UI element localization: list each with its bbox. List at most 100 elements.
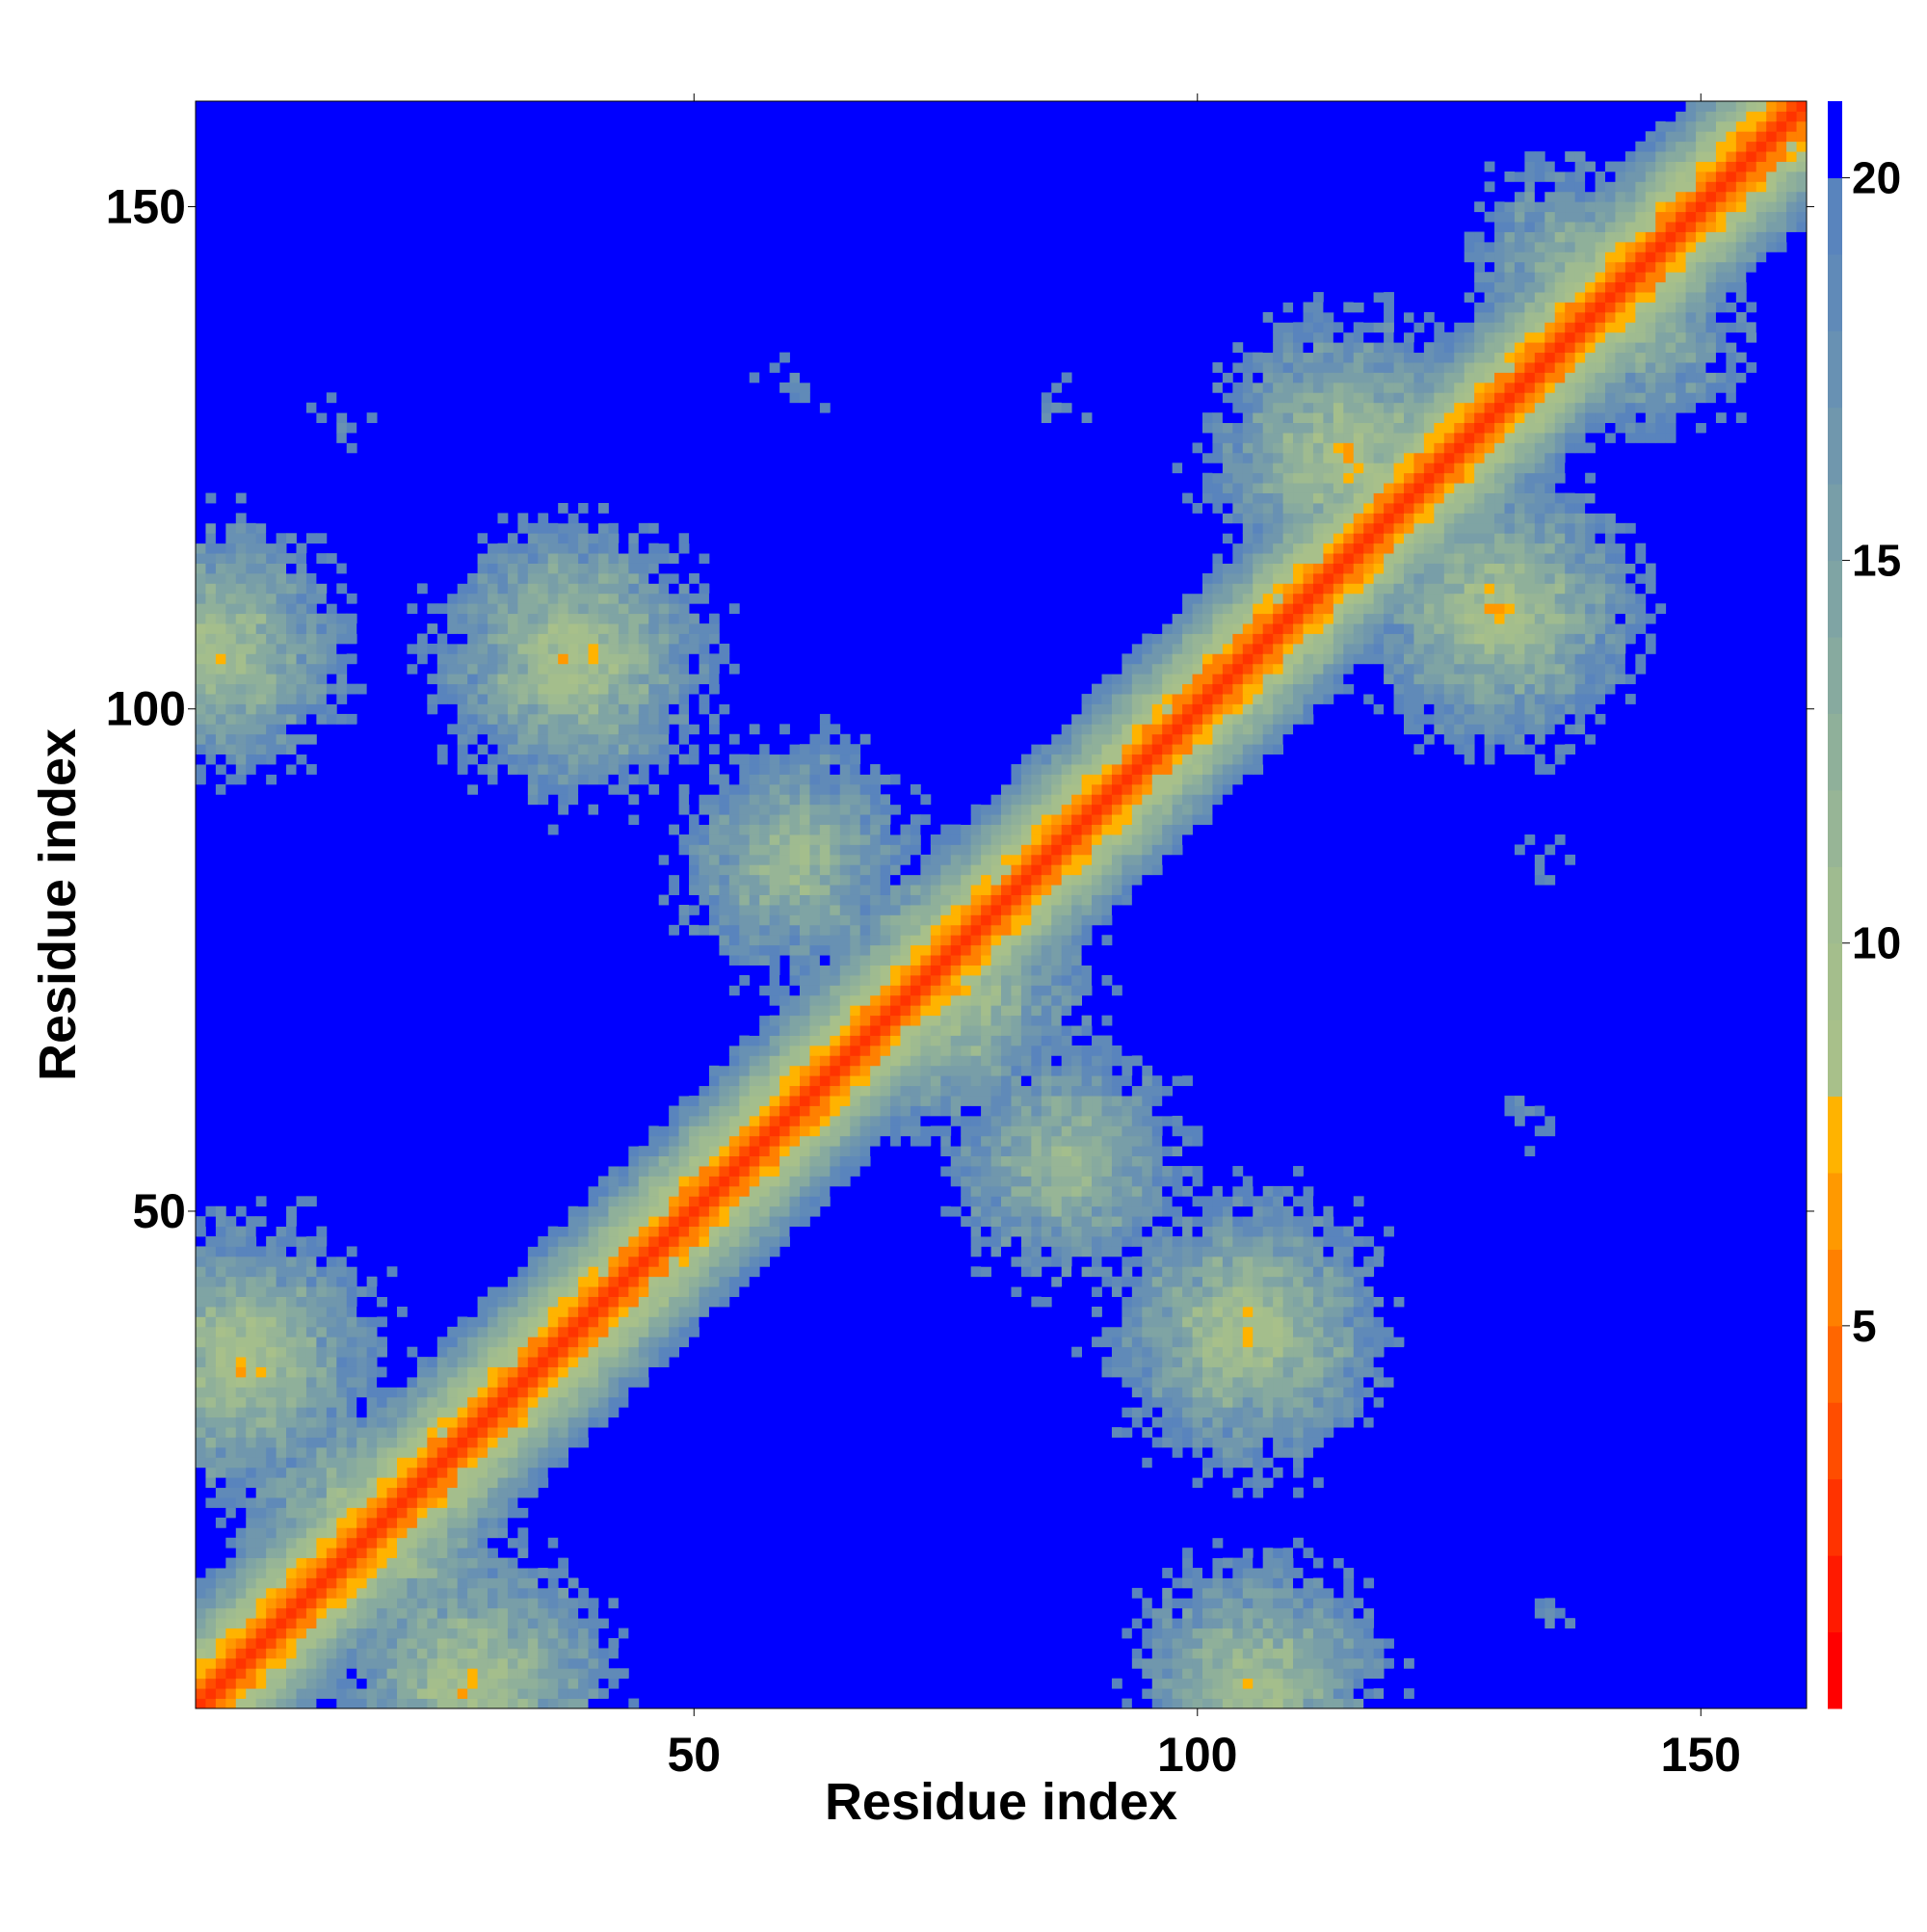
heatmap-cell	[699, 683, 710, 695]
heatmap-cell	[890, 994, 901, 1006]
heatmap-cell	[1051, 1005, 1063, 1017]
heatmap-cell	[1081, 1155, 1093, 1167]
heatmap-cell	[689, 694, 700, 704]
heatmap-cell	[427, 1366, 438, 1378]
heatmap-cell	[305, 1286, 317, 1297]
heatmap-cell	[255, 804, 267, 815]
heatmap-cell	[356, 1688, 368, 1699]
heatmap-cell	[900, 864, 911, 876]
heatmap-cell	[235, 1205, 247, 1217]
heatmap-cell	[699, 814, 710, 826]
heatmap-cell	[1001, 794, 1012, 806]
heatmap-cell	[800, 1166, 810, 1177]
heatmap-cell	[728, 814, 740, 826]
heatmap-cell	[588, 613, 599, 624]
heatmap-cell	[527, 633, 539, 645]
heatmap-cell	[527, 1286, 539, 1297]
heatmap-cell	[728, 1135, 740, 1147]
heatmap-cell	[658, 834, 670, 845]
heatmap-cell	[517, 583, 529, 595]
heatmap-cell	[296, 703, 307, 715]
heatmap-cell	[407, 1527, 418, 1539]
heatmap-cell	[961, 974, 972, 986]
heatmap-cell	[547, 783, 559, 795]
heatmap-cell	[1031, 804, 1043, 815]
heatmap-cell	[699, 1105, 710, 1117]
heatmap-cell	[658, 1276, 670, 1287]
heatmap-cell	[1071, 1135, 1082, 1147]
heatmap-cell	[648, 623, 660, 634]
heatmap-cell	[305, 623, 317, 634]
heatmap-cell	[648, 633, 660, 645]
heatmap-cell	[246, 1598, 257, 1609]
heatmap-cell	[588, 744, 599, 755]
heatmap-cell	[547, 1577, 559, 1589]
heatmap-cell	[366, 1477, 378, 1489]
heatmap-cell	[940, 1065, 952, 1076]
heatmap-cell	[588, 533, 599, 544]
heatmap-cell	[507, 533, 518, 544]
heatmap-cell	[205, 623, 217, 634]
heatmap-cell	[789, 944, 801, 956]
heatmap-cell	[749, 1045, 760, 1056]
heatmap-cell	[538, 1376, 549, 1388]
heatmap-cell	[769, 352, 780, 363]
heatmap-cell	[749, 724, 760, 735]
heatmap-cell	[568, 1437, 579, 1448]
heatmap-cell	[930, 864, 941, 876]
heatmap-cell	[1011, 794, 1022, 806]
heatmap-cell	[336, 1357, 348, 1367]
heatmap-cell	[467, 1517, 478, 1528]
heatmap-cell	[830, 1146, 841, 1157]
heatmap-cell	[598, 1376, 609, 1388]
heatmap-cell	[196, 1307, 206, 1317]
heatmap-cell	[830, 1035, 841, 1046]
heatmap-cell	[377, 1266, 387, 1278]
heatmap-cell	[457, 643, 468, 654]
heatmap-cell	[427, 1446, 438, 1458]
heatmap-cell	[930, 935, 941, 946]
heatmap-cell	[427, 623, 438, 634]
heatmap-cell	[255, 583, 267, 595]
heatmap-cell	[196, 1256, 206, 1267]
heatmap-cell	[286, 1407, 297, 1418]
heatmap-cell	[699, 914, 710, 926]
heatmap-cell	[830, 1166, 841, 1177]
heatmap-cell	[266, 754, 277, 765]
heatmap-cell	[669, 764, 679, 775]
heatmap-cell	[467, 754, 478, 765]
heatmap-cell	[266, 1548, 277, 1559]
heatmap-cell	[648, 724, 660, 735]
heatmap-cell	[970, 1115, 982, 1126]
heatmap-cell	[305, 1387, 317, 1398]
heatmap-cell	[728, 994, 740, 1006]
heatmap-cell	[598, 513, 609, 524]
heatmap-cell	[558, 1657, 569, 1669]
heatmap-cell	[457, 744, 468, 755]
heatmap-cell	[1071, 894, 1082, 906]
heatmap-cell	[467, 1437, 478, 1448]
heatmap-cell	[598, 754, 609, 765]
heatmap-cell	[779, 1015, 790, 1026]
heatmap-cell	[568, 543, 579, 554]
heatmap-cell	[850, 885, 861, 895]
heatmap-cell	[789, 1055, 801, 1067]
heatmap-cell	[205, 733, 217, 745]
heatmap-cell	[477, 674, 488, 685]
heatmap-cell	[346, 1557, 357, 1569]
heatmap-cell	[467, 783, 478, 795]
heatmap-cell	[1051, 1185, 1063, 1197]
heatmap-cell	[558, 593, 569, 604]
heatmap-cell	[618, 1668, 629, 1680]
heatmap-cell	[950, 1185, 962, 1197]
heatmap-cell	[235, 543, 247, 554]
heatmap-cell	[608, 1226, 620, 1237]
heatmap-cell	[910, 1115, 921, 1126]
heatmap-cell	[266, 613, 277, 624]
heatmap-cell	[950, 994, 962, 1006]
heatmap-cell	[578, 583, 589, 595]
heatmap-cell	[940, 1015, 952, 1026]
heatmap-cell	[950, 1045, 962, 1056]
heatmap-cell	[678, 794, 690, 806]
heatmap-cell	[356, 1366, 368, 1378]
